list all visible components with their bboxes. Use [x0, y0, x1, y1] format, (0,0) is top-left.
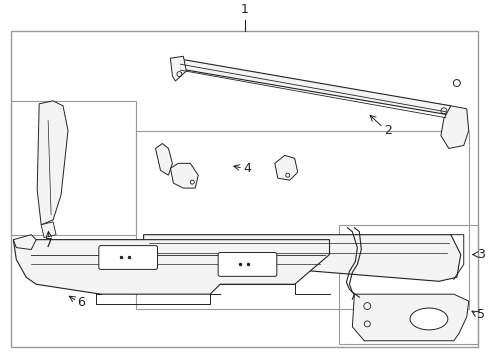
Polygon shape [13, 235, 36, 249]
Polygon shape [37, 101, 68, 225]
Polygon shape [175, 58, 453, 116]
Polygon shape [155, 144, 172, 175]
Text: 4: 4 [243, 162, 250, 175]
Bar [339, 225, 477, 344]
Polygon shape [274, 156, 297, 180]
Polygon shape [41, 222, 56, 238]
Text: 5: 5 [476, 307, 484, 320]
Polygon shape [440, 106, 468, 148]
Polygon shape [143, 235, 460, 281]
Polygon shape [13, 240, 329, 294]
Polygon shape [170, 163, 198, 188]
Text: 2: 2 [384, 124, 391, 137]
Text: 6: 6 [77, 296, 85, 309]
Text: 1: 1 [241, 3, 248, 16]
Polygon shape [170, 56, 186, 81]
Bar [135, 131, 468, 309]
Text: 3: 3 [476, 248, 484, 261]
Polygon shape [352, 294, 468, 341]
Bar [11, 101, 135, 235]
Text: 7: 7 [45, 237, 53, 250]
FancyBboxPatch shape [99, 246, 157, 269]
Bar [11, 31, 477, 347]
Ellipse shape [409, 308, 447, 330]
FancyBboxPatch shape [218, 252, 276, 276]
